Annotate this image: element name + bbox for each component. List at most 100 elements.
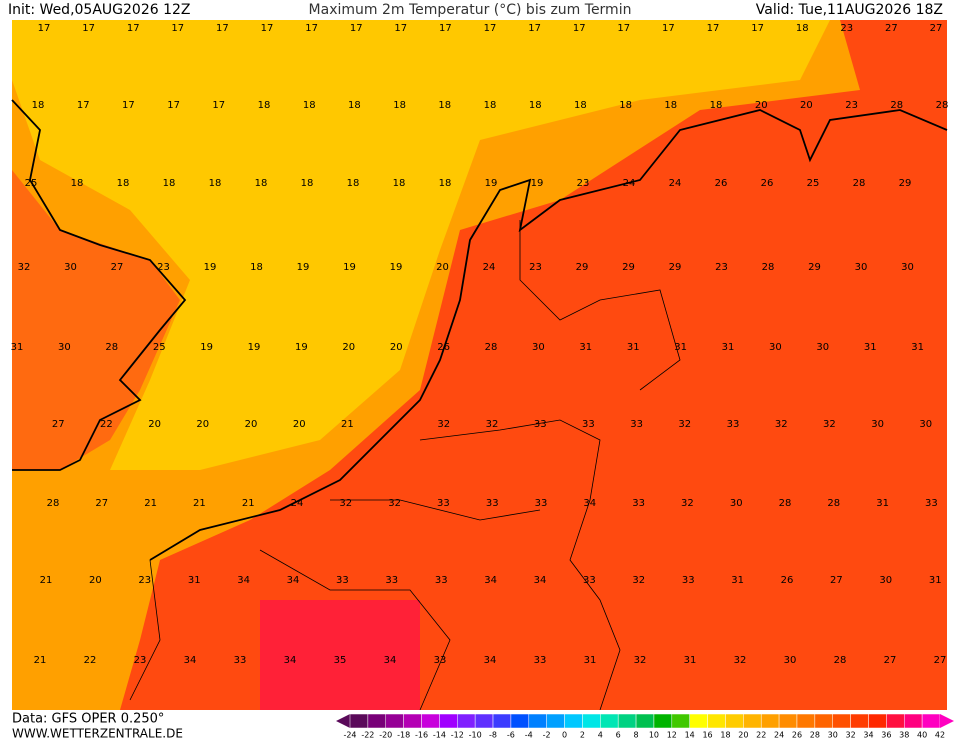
temperature-label: 31 (911, 342, 924, 353)
temperature-label: 31 (188, 575, 201, 586)
colorbar-tick-label: 22 (756, 731, 766, 740)
colorbar-swatch (689, 713, 708, 729)
temperature-label: 31 (864, 342, 877, 353)
colorbar-swatch (367, 713, 387, 729)
temperature-label: 31 (579, 342, 592, 353)
temperature-label: 28 (853, 178, 866, 189)
temperature-label: 17 (122, 100, 135, 111)
colorbar-tick-label: -2 (543, 731, 551, 740)
temperature-label: 17 (212, 100, 225, 111)
temperature-label: 17 (261, 23, 274, 34)
temperature-label: 18 (163, 178, 176, 189)
temperature-label: 17 (528, 23, 541, 34)
temperature-label: 33 (234, 655, 247, 666)
colorbar-swatch (385, 713, 404, 729)
temperature-label: 32 (634, 655, 647, 666)
temperature-label: 32 (678, 419, 691, 430)
temperature-label: 17 (38, 23, 51, 34)
colorbar-swatch (528, 713, 547, 729)
temperature-label: 18 (529, 100, 542, 111)
temperature-label: 28 (890, 100, 903, 111)
temperature-label: 17 (394, 23, 407, 34)
temperature-label: 26 (715, 178, 728, 189)
temperature-label: 27 (885, 23, 898, 34)
temperature-label: 21 (40, 575, 53, 586)
colorbar-tick-label: -20 (379, 731, 392, 740)
temperature-label: 34 (184, 655, 197, 666)
colorbar-swatch (492, 713, 512, 729)
temperature-label: 17 (77, 100, 90, 111)
temperature-label: 24 (623, 178, 636, 189)
temperature-label: 23 (529, 262, 542, 273)
colorbar-tick-label: 4 (598, 731, 603, 740)
temperature-label: 20 (755, 100, 768, 111)
temperature-label: 20 (436, 262, 449, 273)
temperature-label: 30 (64, 262, 77, 273)
temperature-label: 30 (816, 342, 829, 353)
temperature-label: 29 (576, 262, 589, 273)
coastline-continent (149, 109, 948, 561)
borders (129, 220, 681, 711)
temperature-label: 32 (339, 498, 352, 509)
temperature-label: 17 (305, 23, 318, 34)
colorbar-swatch (600, 713, 619, 729)
temperature-label: 30 (879, 575, 892, 586)
colorbar-swatch (510, 713, 530, 729)
colorbar-tick-label: -14 (433, 731, 446, 740)
temperature-label: 33 (925, 498, 938, 509)
temperature-label: 18 (348, 100, 361, 111)
colorbar-swatch (814, 713, 833, 729)
temperature-label: 33 (727, 419, 740, 430)
colorbar-swatch (921, 713, 941, 729)
temperature-label: 23 (715, 262, 728, 273)
map-title: Maximum 2m Temperatur (°C) bis zum Termi… (309, 2, 632, 18)
temperature-label: 31 (584, 655, 597, 666)
colorbar-swatch (564, 713, 583, 729)
colorbar-swatch (617, 713, 637, 729)
temperature-label: 18 (32, 100, 45, 111)
colorbar-tick-label: 10 (649, 731, 659, 740)
temperature-label: 18 (71, 178, 84, 189)
temperature-label: 33 (630, 419, 643, 430)
temperature-label: 28 (834, 655, 847, 666)
colorbar-swatch (546, 713, 565, 729)
england (12, 170, 180, 470)
temperature-label: 34 (583, 498, 596, 509)
temperature-label: 33 (486, 498, 499, 509)
colorbar-tick-label: -18 (397, 731, 410, 740)
temperature-label: 17 (82, 23, 95, 34)
colorbar-tick-label: -8 (489, 731, 497, 740)
temperature-label: 30 (901, 262, 914, 273)
temperature-label: 32 (437, 419, 450, 430)
temperature-label: 34 (384, 655, 397, 666)
temperature-label: 18 (250, 262, 263, 273)
temperature-label: 28 (762, 262, 775, 273)
temperature-label: 18 (439, 178, 452, 189)
colorbar-tick-label: -22 (361, 731, 374, 740)
colorbar-swatch (868, 713, 887, 729)
temperature-label: 18 (301, 178, 314, 189)
temperature-label: 20 (390, 342, 403, 353)
temperature-label: 34 (284, 655, 297, 666)
temperature-label: 25 (807, 178, 820, 189)
temperature-label: 21 (34, 655, 47, 666)
temperature-label: 17 (127, 23, 140, 34)
temperature-label: 31 (876, 498, 889, 509)
colorbar-swatch (635, 713, 655, 729)
temperature-label: 28 (47, 498, 60, 509)
temperature-label: 21 (341, 419, 354, 430)
temperature-label: 33 (534, 655, 547, 666)
temperature-label: 34 (287, 575, 300, 586)
colorbar-tick-label: -16 (415, 731, 428, 740)
colorbar-tick-label: 26 (792, 731, 802, 740)
temperature-label: 18 (393, 100, 406, 111)
temperature-label: 17 (662, 23, 675, 34)
coastline-uk (11, 99, 187, 471)
temperature-label: 31 (722, 342, 735, 353)
temperature-label: 24 (483, 262, 496, 273)
valid-label: Valid: Tue,11AUG2026 18Z (756, 2, 943, 18)
temperature-label: 20 (342, 342, 355, 353)
temperature-label: 32 (734, 655, 747, 666)
temperature-label: 30 (871, 419, 884, 430)
zone-sea (12, 20, 830, 470)
